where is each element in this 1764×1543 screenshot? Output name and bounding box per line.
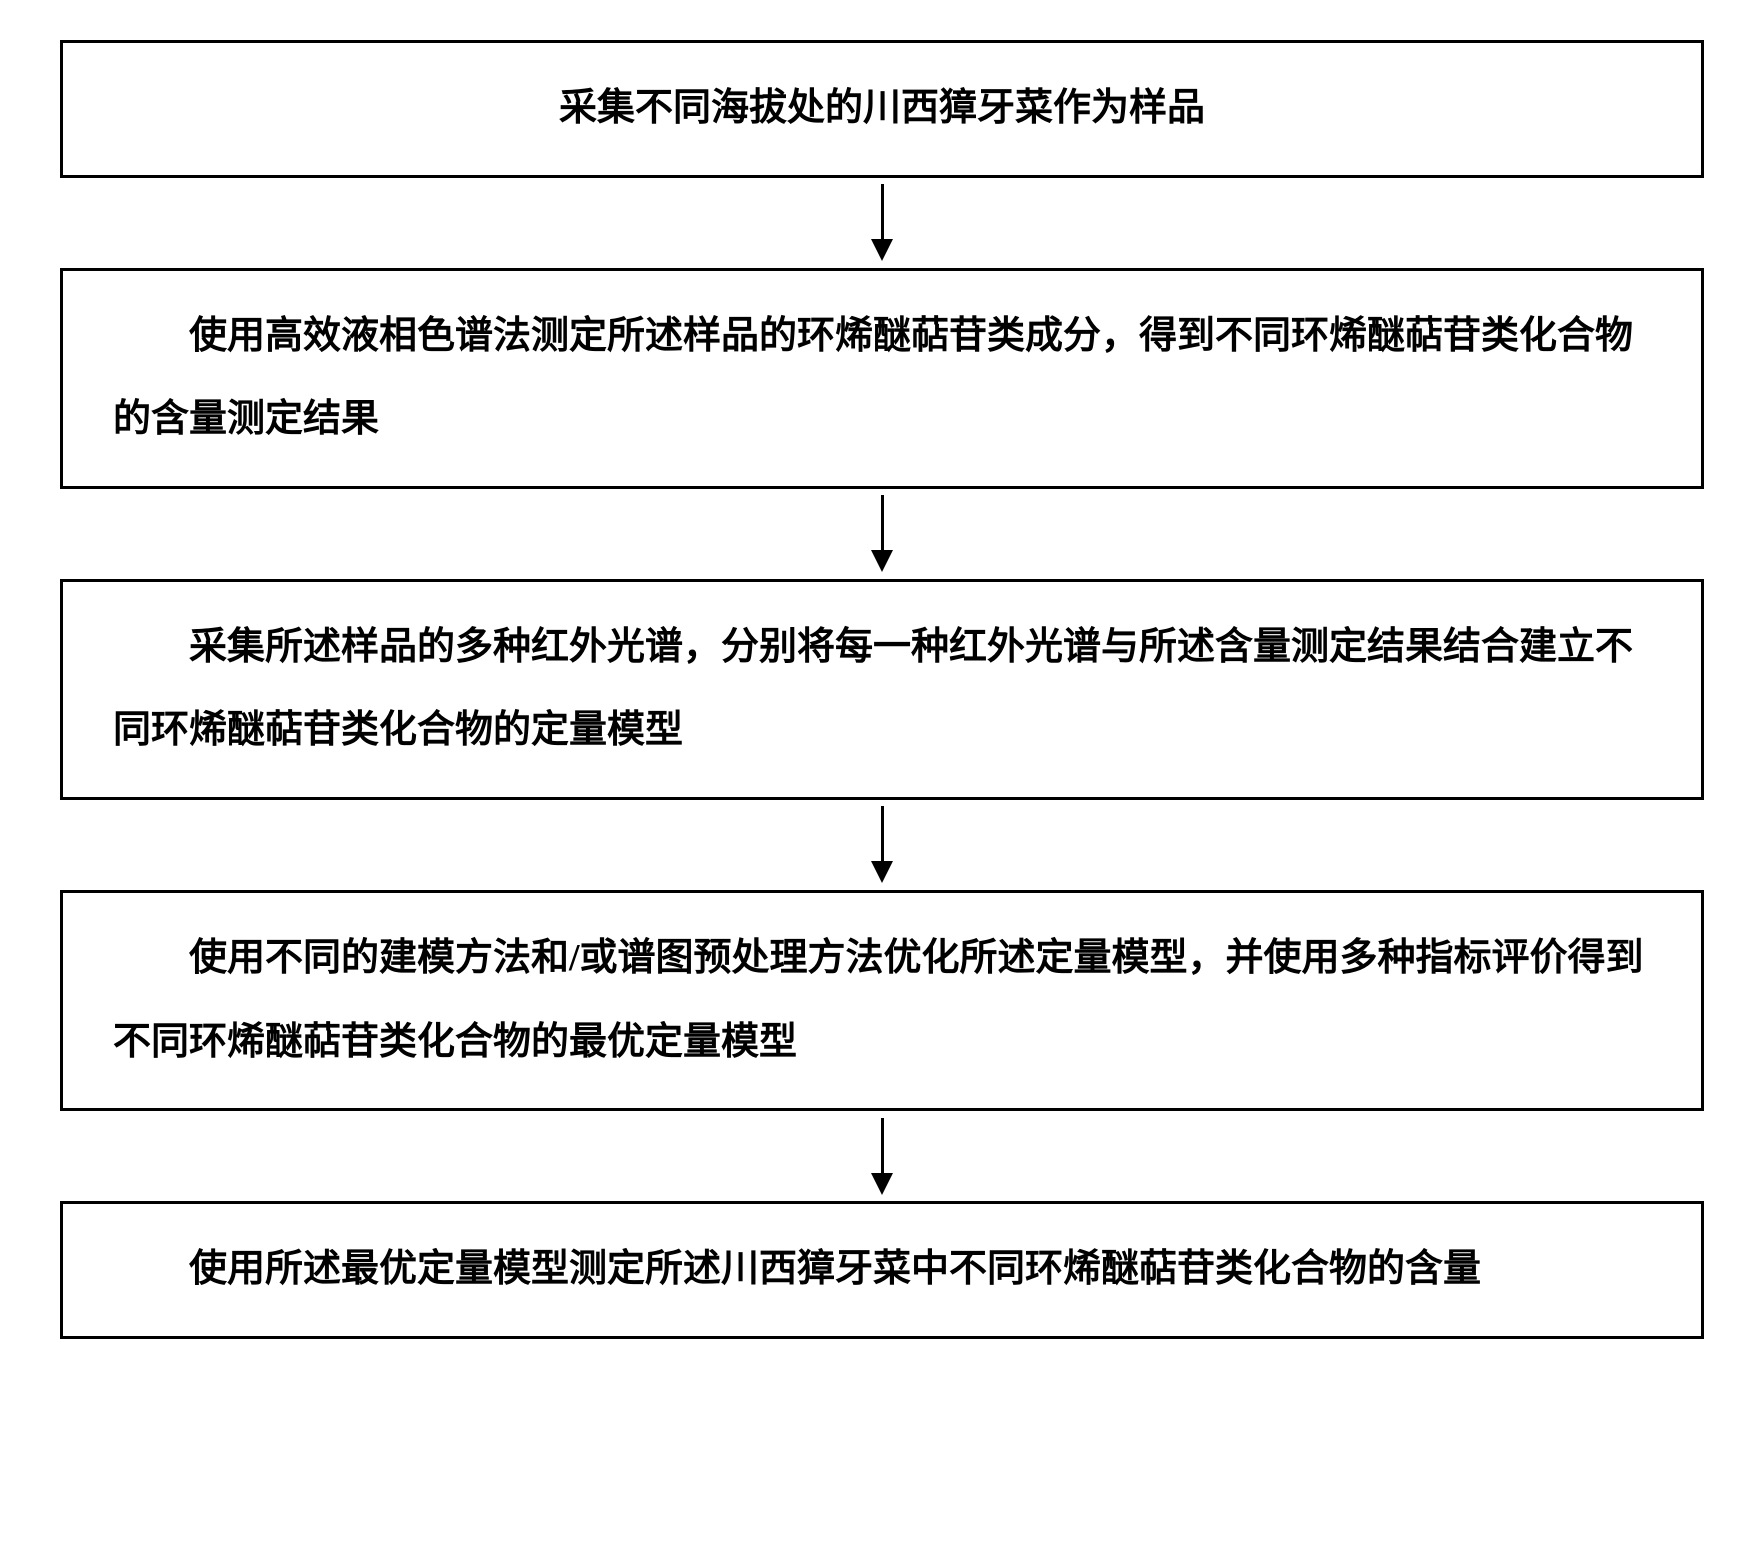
arrow-line-icon	[881, 184, 884, 239]
step-text: 使用不同的建模方法和/或谱图预处理方法优化所述定量模型，并使用多种指标评价得到不…	[113, 917, 1651, 1084]
flowchart-step-2: 使用高效液相色谱法测定所述样品的环烯醚萜苷类成分，得到不同环烯醚萜苷类化合物的含…	[60, 268, 1704, 489]
step-text: 采集所述样品的多种红外光谱，分别将每一种红外光谱与所述含量测定结果结合建立不同环…	[113, 606, 1651, 773]
step-text: 采集不同海拔处的川西獐牙菜作为样品	[559, 87, 1205, 129]
flowchart-step-3: 采集所述样品的多种红外光谱，分别将每一种红外光谱与所述含量测定结果结合建立不同环…	[60, 579, 1704, 800]
arrow-line-icon	[881, 1118, 884, 1173]
arrow-head-icon	[871, 239, 893, 261]
arrow-head-icon	[871, 1173, 893, 1195]
step-text: 使用所述最优定量模型测定所述川西獐牙菜中不同环烯醚萜苷类化合物的含量	[113, 1228, 1651, 1312]
arrow-head-icon	[871, 861, 893, 883]
arrow-3	[871, 800, 893, 890]
step-text: 使用高效液相色谱法测定所述样品的环烯醚萜苷类成分，得到不同环烯醚萜苷类化合物的含…	[113, 295, 1651, 462]
arrow-4	[871, 1111, 893, 1201]
arrow-head-icon	[871, 550, 893, 572]
arrow-2	[871, 489, 893, 579]
flowchart-step-1: 采集不同海拔处的川西獐牙菜作为样品	[60, 40, 1704, 178]
arrow-1	[871, 178, 893, 268]
arrow-line-icon	[881, 806, 884, 861]
flowchart-step-5: 使用所述最优定量模型测定所述川西獐牙菜中不同环烯醚萜苷类化合物的含量	[60, 1201, 1704, 1339]
flowchart-step-4: 使用不同的建模方法和/或谱图预处理方法优化所述定量模型，并使用多种指标评价得到不…	[60, 890, 1704, 1111]
arrow-line-icon	[881, 495, 884, 550]
flowchart-container: 采集不同海拔处的川西獐牙菜作为样品 使用高效液相色谱法测定所述样品的环烯醚萜苷类…	[60, 40, 1704, 1339]
